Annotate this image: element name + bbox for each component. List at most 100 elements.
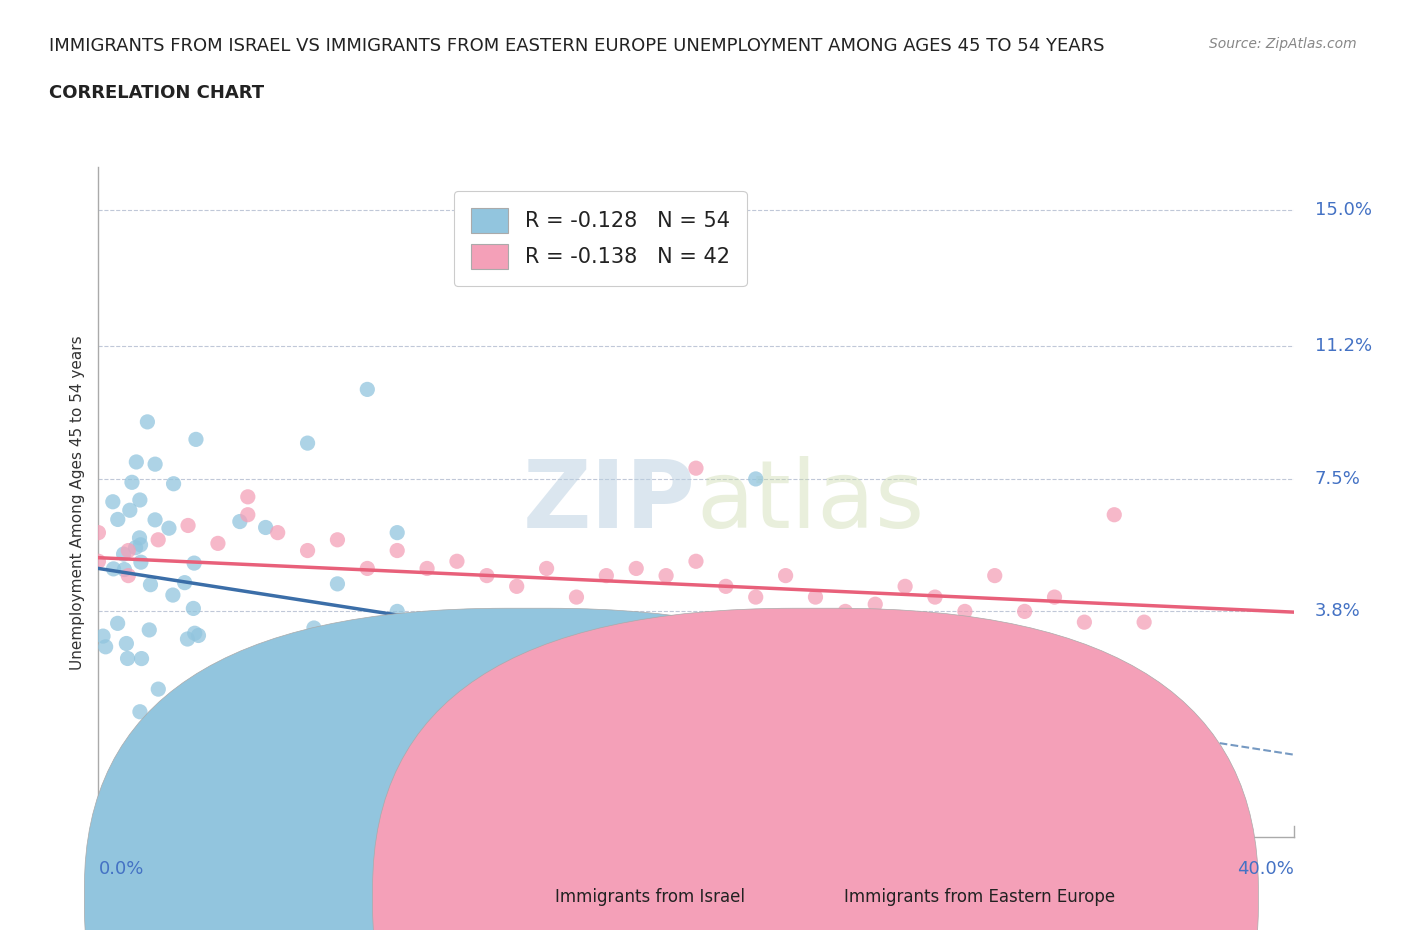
Point	[176, 631, 198, 646]
Point	[1014, 604, 1036, 618]
Point	[475, 568, 498, 583]
Point	[416, 561, 439, 576]
Point	[128, 493, 150, 508]
Point	[745, 472, 768, 486]
Text: IMMIGRANTS FROM ISRAEL VS IMMIGRANTS FROM EASTERN EUROPE UNEMPLOYMENT AMONG AGES: IMMIGRANTS FROM ISRAEL VS IMMIGRANTS FRO…	[49, 37, 1105, 55]
Point	[983, 650, 1005, 665]
Point	[173, 575, 195, 590]
Point	[624, 561, 647, 576]
Text: 15.0%: 15.0%	[1315, 202, 1372, 219]
Point	[924, 704, 946, 719]
Point	[143, 457, 166, 472]
Point	[91, 629, 114, 644]
Point	[983, 669, 1005, 684]
Point	[107, 512, 129, 527]
Point	[183, 555, 205, 570]
Point	[124, 540, 146, 555]
Text: atlas: atlas	[696, 457, 924, 548]
Text: 11.2%: 11.2%	[1315, 338, 1372, 355]
Point	[115, 636, 138, 651]
Point	[117, 651, 139, 666]
Point	[187, 628, 209, 643]
Point	[595, 568, 617, 583]
Point	[183, 626, 205, 641]
Point	[103, 562, 125, 577]
Point	[136, 415, 159, 430]
Point	[236, 507, 259, 522]
Point	[129, 538, 152, 552]
Point	[87, 525, 110, 540]
Text: Source: ZipAtlas.com: Source: ZipAtlas.com	[1209, 37, 1357, 51]
Point	[139, 578, 162, 592]
Text: 0.0%: 0.0%	[98, 860, 143, 878]
Point	[138, 622, 160, 637]
Text: Immigrants from Eastern Europe: Immigrants from Eastern Europe	[844, 887, 1115, 906]
Point	[125, 455, 148, 470]
Text: 3.8%: 3.8%	[1315, 603, 1361, 620]
Point	[804, 590, 827, 604]
Point	[714, 578, 737, 593]
Point	[148, 682, 170, 697]
Point	[385, 604, 409, 618]
Point	[1073, 615, 1095, 630]
Point	[129, 704, 152, 719]
Point	[128, 530, 150, 545]
Point	[745, 686, 768, 701]
Point	[183, 601, 205, 616]
Point	[101, 495, 124, 510]
Point	[131, 651, 153, 666]
Y-axis label: Unemployment Among Ages 45 to 54 years: Unemployment Among Ages 45 to 54 years	[69, 335, 84, 670]
Point	[894, 578, 917, 593]
Point	[506, 578, 529, 593]
Point	[87, 554, 110, 569]
Point	[112, 547, 135, 562]
Point	[385, 543, 409, 558]
Point	[326, 532, 349, 547]
Point	[267, 525, 290, 540]
Point	[107, 616, 129, 631]
Point	[118, 503, 141, 518]
Point	[536, 561, 558, 576]
Point	[924, 590, 946, 604]
Point	[117, 543, 139, 558]
Text: 7.5%: 7.5%	[1315, 470, 1361, 488]
Point	[162, 476, 184, 491]
Point	[655, 568, 678, 583]
Point	[129, 555, 152, 570]
Point	[236, 489, 259, 504]
Point	[983, 568, 1005, 583]
Point	[865, 597, 887, 612]
Point	[834, 698, 856, 712]
Point	[685, 675, 707, 690]
Point	[94, 639, 117, 654]
Text: ZIP: ZIP	[523, 457, 696, 548]
Point	[385, 525, 409, 540]
Text: Immigrants from Israel: Immigrants from Israel	[555, 887, 745, 906]
Point	[162, 588, 184, 603]
Point	[297, 543, 319, 558]
Point	[685, 460, 707, 475]
Point	[117, 568, 139, 583]
Point	[595, 661, 617, 676]
Point	[254, 520, 277, 535]
Point	[834, 604, 856, 618]
Text: 40.0%: 40.0%	[1237, 860, 1294, 878]
Point	[1043, 590, 1066, 604]
Point	[446, 632, 468, 647]
Point	[184, 432, 207, 446]
Text: CORRELATION CHART: CORRELATION CHART	[49, 84, 264, 101]
Point	[148, 532, 170, 547]
Point	[229, 514, 252, 529]
Point	[356, 561, 378, 576]
Point	[297, 435, 319, 450]
Point	[565, 590, 588, 604]
Point	[121, 475, 143, 490]
Point	[536, 650, 558, 665]
Point	[953, 604, 976, 618]
Point	[207, 536, 229, 551]
Point	[326, 577, 349, 591]
Point	[1104, 507, 1126, 522]
Point	[157, 521, 180, 536]
Point	[1133, 615, 1156, 630]
Point	[745, 590, 768, 604]
